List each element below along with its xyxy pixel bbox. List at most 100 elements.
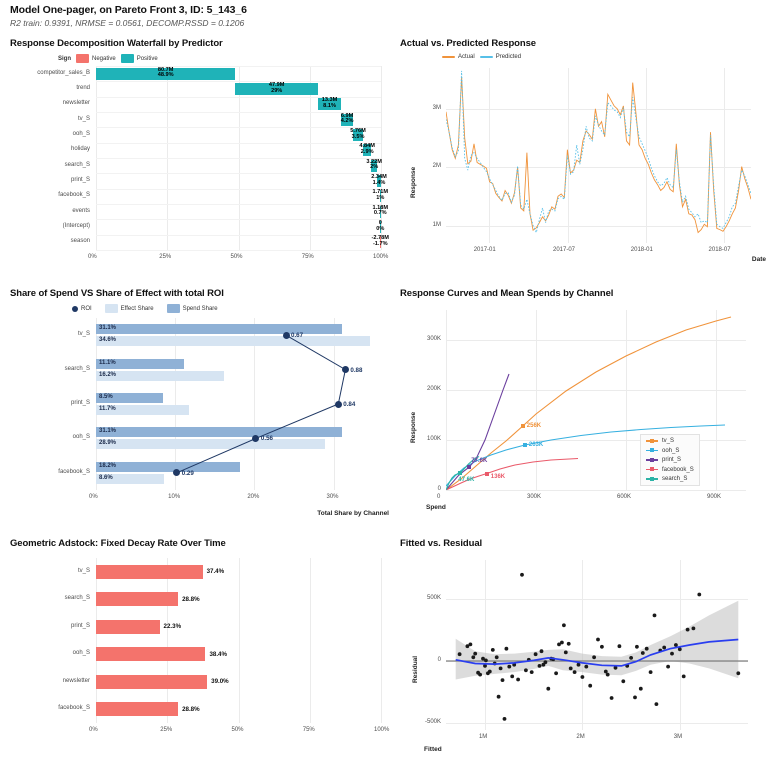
share-spend-category-label: search_S: [64, 365, 90, 372]
residual-point: [592, 655, 596, 660]
residual-point: [697, 592, 702, 597]
response-curves-title: Response Curves and Mean Spends by Chann…: [400, 288, 614, 299]
residual-point: [496, 694, 501, 699]
actual-predicted-x-tick: 2018-07: [708, 247, 731, 253]
waterfall-category-label: holiday: [70, 146, 90, 153]
waterfall-category-label: print_S: [70, 177, 90, 183]
adstock-bar: [96, 702, 179, 717]
adstock-value-label: 28.8%: [182, 705, 200, 713]
response-curves-y-title: Response: [410, 411, 417, 443]
legend-channel-label: ooh_S: [662, 447, 680, 454]
response-curve-legend-item[interactable]: search_S: [646, 476, 694, 482]
waterfall-category-label: tv_S: [77, 115, 90, 122]
legend-spend-label: Spend Share: [182, 305, 218, 312]
response-curve-legend-item[interactable]: print_S: [646, 457, 694, 463]
spend-share-bar: [96, 358, 184, 369]
residual-point: [494, 655, 499, 660]
residual-point: [478, 672, 482, 677]
roi-value-label: 0.84: [343, 401, 356, 408]
roi-point[interactable]: [334, 400, 342, 408]
residual-point: [635, 644, 639, 649]
fitted-residual-x-tick: 3M: [673, 734, 683, 740]
residual-point: [557, 642, 561, 647]
waterfall-value-label: 13.3M 8.1%: [321, 97, 338, 109]
residual-point: [638, 686, 643, 691]
legend-spend: Spend Share: [166, 304, 218, 313]
response-curves-legend[interactable]: tv_S ooh_S print_S facebook_S search_S: [640, 434, 700, 486]
effect-share-bar: [96, 473, 165, 484]
spend-share-value: 31.1%: [99, 428, 117, 435]
share-spend-x-tick: 30%: [326, 494, 339, 500]
adstock-bar: [96, 674, 208, 689]
response-curve-legend-item[interactable]: ooh_S: [646, 448, 694, 454]
predicted-line-swatch: [479, 56, 493, 58]
legend-negative: Negative: [76, 54, 116, 63]
residual-point: [502, 717, 507, 721]
waterfall-category-label: season: [70, 238, 90, 245]
adstock-x-tick: 100%: [374, 727, 390, 733]
residual-point: [537, 664, 542, 668]
waterfall-bar: [379, 190, 381, 203]
residual-point: [507, 664, 512, 669]
adstock-value-label: 37.4%: [206, 568, 225, 576]
response-curves-y-tick: 300K: [426, 336, 441, 342]
legend-roi: ROI: [72, 305, 92, 312]
residual-point: [629, 656, 633, 660]
waterfall-category-label: (Intercept): [62, 223, 90, 229]
waterfall-title: Response Decomposition Waterfall by Pred…: [10, 38, 223, 49]
legend-point-icon: [650, 448, 654, 453]
response-curves-y-tick: 100K: [426, 436, 441, 442]
adstock-value-label: 39.0%: [211, 678, 229, 686]
residual-point: [568, 666, 573, 671]
residual-point: [490, 648, 495, 652]
roi-point[interactable]: [282, 331, 290, 339]
residual-point: [681, 674, 686, 679]
effect-share-value: 8.6%: [99, 474, 113, 481]
adstock-category-label: search_S: [64, 595, 90, 602]
adstock-panel: Geometric Adstock: Fixed Decay Rate Over…: [10, 538, 395, 768]
roi-point[interactable]: [173, 469, 181, 477]
residual-point: [677, 647, 682, 652]
fitted-residual-x-tick: 2M: [576, 734, 585, 740]
residual-point: [652, 613, 657, 618]
waterfall-bar: [379, 205, 381, 218]
fitted-residual-y-tick: -500K: [424, 718, 441, 725]
response-curve-legend-item[interactable]: facebook_S: [646, 467, 694, 473]
waterfall-bar: [353, 129, 364, 141]
adstock-plot: 0% 25% 50% 75% 100% tv_S 37.4% search_S 28.8% pri…: [58, 558, 389, 733]
adstock-value-label: 22.3%: [163, 623, 182, 631]
waterfall-legend-label: Sign: [58, 55, 71, 62]
residual-point: [481, 656, 485, 661]
residual-point: [468, 642, 473, 647]
legend-actual: Actual: [442, 54, 475, 60]
roi-point[interactable]: [341, 366, 349, 374]
share-spend-category-label: facebook_S: [58, 468, 90, 475]
adstock-x-tick: 25%: [160, 727, 173, 733]
effect-share-value: 16.2%: [99, 371, 117, 378]
fitted-residual-title: Fitted vs. Residual: [400, 538, 483, 549]
waterfall-bar: [379, 221, 381, 233]
actual-predicted-x-tick: 2017-01: [473, 247, 496, 253]
adstock-bar: [96, 592, 179, 607]
page-header: Model One-pager, on Pareto Front 3, ID: …: [10, 4, 247, 28]
mean-spend-marker: [458, 471, 463, 475]
residual-point: [563, 650, 568, 655]
actual-predicted-x-tick: 2017-07: [553, 247, 576, 253]
legend-predicted-label: Predicted: [495, 54, 522, 60]
residual-point: [580, 675, 585, 679]
adstock-bar: [96, 619, 160, 634]
residual-point: [546, 686, 551, 691]
share-spend-x-tick: 10%: [168, 494, 181, 500]
legend-positive: Positive: [120, 54, 158, 63]
response-curve-legend-item[interactable]: tv_S: [646, 438, 694, 444]
residual-point: [644, 646, 649, 651]
spend-share-bar: [96, 393, 164, 403]
effect-share-bar: [96, 405, 189, 415]
waterfall-value-label: 6.9M 4.2%: [340, 112, 354, 125]
response-curves-y-tick: 0: [437, 486, 441, 492]
positive-swatch: [120, 54, 134, 63]
residual-point: [510, 674, 515, 679]
adstock-category-label: tv_S: [77, 567, 90, 574]
adstock-x-tick: 50%: [231, 727, 244, 733]
residual-point: [685, 627, 690, 632]
